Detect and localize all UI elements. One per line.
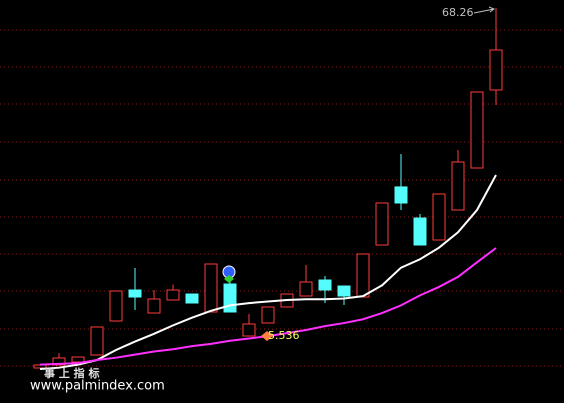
candle-body bbox=[204, 263, 218, 313]
candle-body bbox=[318, 279, 332, 291]
candle-body bbox=[375, 202, 389, 246]
plot bbox=[33, 8, 503, 370]
candle-body bbox=[413, 217, 427, 246]
candle-body bbox=[223, 283, 237, 313]
candle-body bbox=[185, 293, 199, 304]
candle-body bbox=[71, 356, 85, 363]
indicator-label: 事 上 指 标 bbox=[44, 366, 100, 380]
signal-icon bbox=[224, 275, 234, 283]
candle-body bbox=[242, 323, 256, 337]
watermark: www.palmindex.com bbox=[30, 379, 165, 394]
candle-body bbox=[166, 289, 180, 301]
candle-body bbox=[299, 281, 313, 297]
candle-body bbox=[394, 186, 408, 204]
candle-body bbox=[261, 306, 275, 324]
candle-body bbox=[470, 91, 484, 169]
signal-label: 5.536 bbox=[268, 329, 300, 342]
candle-body bbox=[90, 326, 104, 356]
moving-average bbox=[39, 174, 497, 370]
candle-body bbox=[451, 161, 465, 211]
candle-body bbox=[356, 253, 370, 298]
candle-body bbox=[432, 193, 446, 241]
candle-body bbox=[337, 285, 351, 297]
max-label: 68.26 bbox=[442, 6, 474, 19]
signal-icon bbox=[261, 331, 273, 341]
max-arrow bbox=[473, 6, 496, 14]
candle-body bbox=[489, 49, 503, 91]
candle-body bbox=[109, 290, 123, 322]
candle-body bbox=[128, 289, 142, 298]
candle-body bbox=[147, 298, 161, 314]
candle-body bbox=[52, 357, 66, 366]
